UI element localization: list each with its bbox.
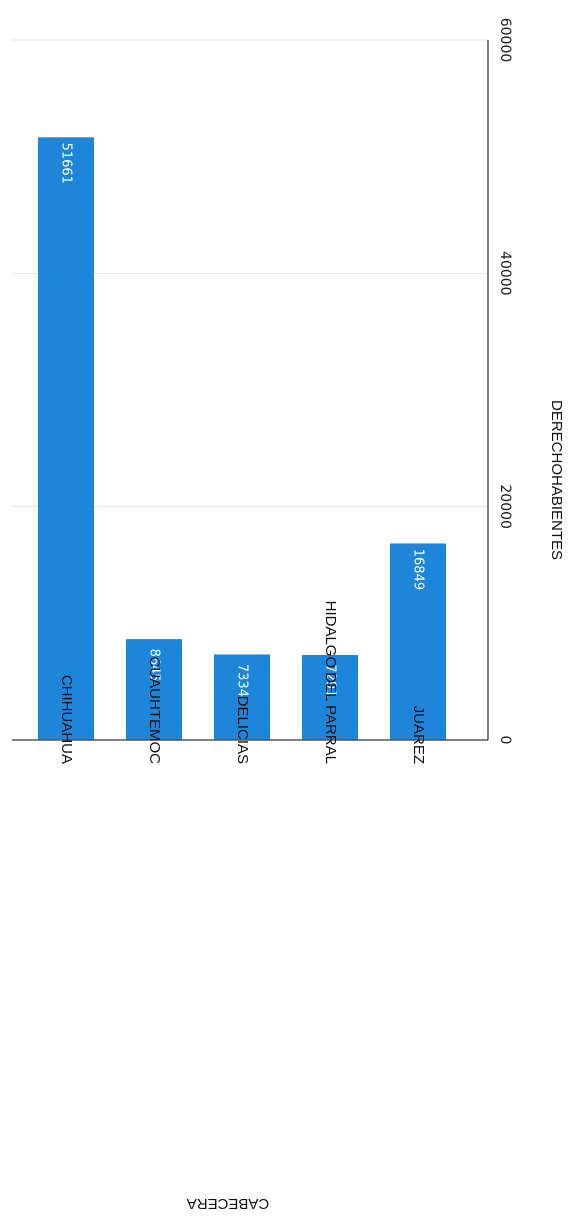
bar (390, 543, 446, 740)
bar-data-label: 7334 (235, 664, 250, 697)
bars (38, 137, 446, 740)
category-label: CUAUHTEMOC (146, 657, 163, 765)
category-label: JUAREZ (410, 706, 427, 764)
tick-label: 20000 (497, 484, 513, 529)
tick-label: 40000 (497, 251, 513, 296)
category-axis-labels: CHIHUAHUA CUAUHTEMOC DELICIAS HIDALGO DEL P… (58, 601, 427, 765)
bar-data-label: 51661 (59, 143, 74, 184)
category-axis-title: CABECERA (187, 1195, 270, 1212)
category-label: HIDALGO DEL PARRAL (322, 601, 339, 764)
category-label: CHIHUAHUA (58, 675, 75, 764)
bar (302, 654, 358, 740)
bar (214, 654, 270, 740)
tick-label: 60000 (497, 18, 513, 63)
bar (126, 639, 182, 740)
bar (38, 137, 94, 740)
bar-data-label: 8645 (147, 649, 162, 682)
bar-data-label: 16849 (411, 549, 426, 590)
tick-label: 0 (497, 736, 513, 745)
bar-data-labels: 51661 8645 7334 7291 16849 (59, 143, 426, 698)
category-label: DELICIAS (234, 696, 251, 764)
value-axis-title: DERECHOHABIENTES (548, 400, 565, 560)
value-axis-ticks: 0 20000 40000 60000 (497, 18, 513, 745)
bar-data-label: 7291 (323, 664, 338, 697)
